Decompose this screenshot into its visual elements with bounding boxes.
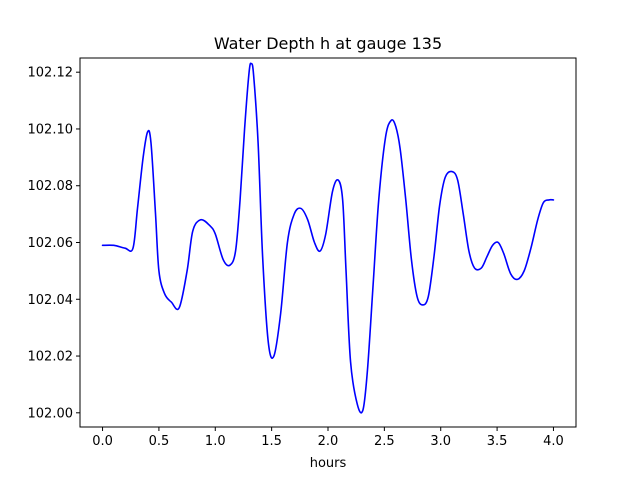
y-tick-label: 102.04 [28, 293, 74, 308]
y-tick-label: 102.02 [28, 350, 74, 365]
y-tick-label: 102.06 [28, 236, 74, 251]
plot-frame [79, 57, 577, 428]
y-tick-label: 102.10 [28, 122, 74, 137]
x-tick-label: 3.0 [430, 434, 451, 449]
x-tick-label: 3.5 [487, 434, 508, 449]
y-tick-label: 102.12 [28, 66, 74, 81]
x-tick-label: 0.0 [92, 434, 113, 449]
series-line-0 [101, 62, 555, 414]
x-tick-label: 4.0 [543, 434, 564, 449]
x-tick-label: 1.5 [261, 434, 282, 449]
chart-title: Water Depth h at gauge 135 [214, 34, 442, 53]
x-tick-label: 2.0 [318, 434, 339, 449]
y-tick-label: 102.08 [28, 179, 74, 194]
series-layer [101, 62, 555, 414]
x-tick-label: 1.0 [205, 434, 226, 449]
x-axis-label: hours [310, 456, 347, 471]
x-axis: 0.0 0.5 1.0 1.5 2.0 2.5 3.0 3.5 4.0 [92, 427, 564, 449]
x-tick-label: 2.5 [374, 434, 395, 449]
y-axis: 102.00 102.02 102.04 102.06 102.08 102.10 102.… [28, 66, 80, 421]
y-tick-label: 102.00 [28, 406, 74, 421]
x-tick-label: 0.5 [149, 434, 170, 449]
